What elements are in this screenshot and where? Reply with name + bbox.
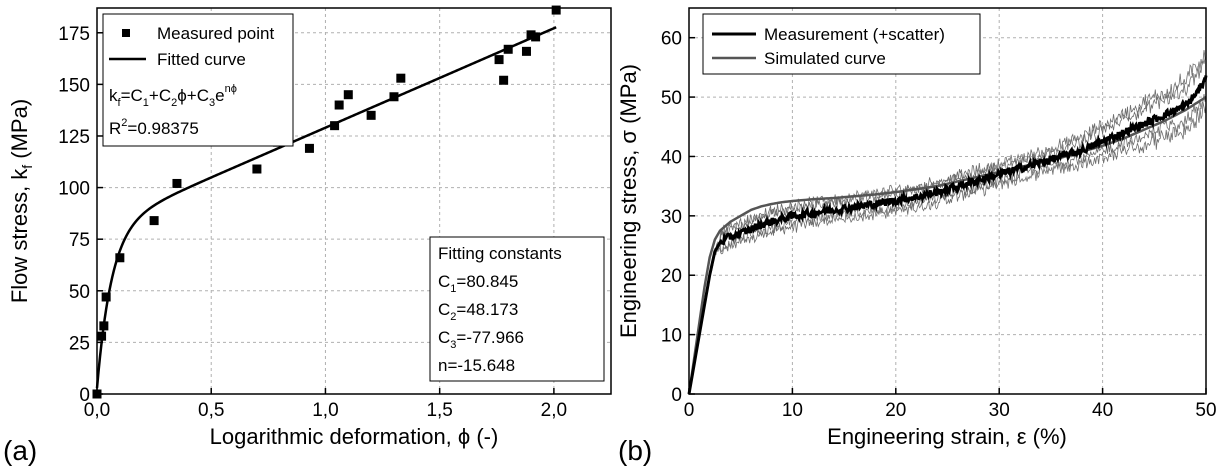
y-tick-label: 0: [671, 385, 682, 406]
chart-panel-b: 0 10 20 30 40 50 0 10 20 30 40 50 60 Measurement (+s…: [616, 7, 1217, 466]
y-axis-label-b: Engineering stress, σ (MPa): [616, 64, 641, 338]
panel-label-a: (a): [3, 435, 37, 466]
measured-point: [252, 164, 262, 174]
legend-marker-square: [122, 29, 130, 37]
measured-point: [343, 90, 353, 100]
y-tick-label: 75: [69, 230, 90, 251]
measured-point: [499, 75, 509, 85]
measured-point: [304, 143, 314, 153]
y-tick-label: 100: [58, 179, 90, 200]
measured-point: [334, 100, 344, 110]
x-axis-label-a: Logarithmic deformation, ϕ (-): [210, 424, 499, 449]
scatter-envelope-line: [688, 57, 1207, 393]
fitting-constants-box: Fitting constants C1=80.845 C2=48.173 C3…: [429, 236, 605, 382]
y-tick-label: 20: [661, 266, 682, 287]
x-tick-label: 1,0: [312, 400, 338, 421]
x-axis-label-b: Engineering strain, ε (%): [827, 424, 1067, 449]
fitting-constants-title: Fitting constants: [438, 244, 562, 263]
measured-point: [172, 178, 182, 188]
measured-point: [521, 46, 531, 56]
x-tick-label: 0: [684, 400, 695, 421]
scatter-envelope-line: [688, 102, 1207, 395]
y-tick-label: 60: [661, 29, 682, 50]
measured-point: [526, 30, 536, 40]
y-tick-label: 40: [661, 147, 682, 168]
y-tick-label: 30: [661, 207, 682, 228]
y-tick-label: 10: [661, 326, 682, 347]
y-tick-label: 125: [58, 127, 90, 148]
constant-c3: C3=-77.966: [438, 328, 524, 351]
simulated-curve-line: [687, 96, 1207, 395]
measured-point: [99, 321, 109, 331]
x-tick-label: 10: [782, 400, 803, 421]
y-tick-label: 50: [69, 282, 90, 303]
constant-c1: C1=80.845: [438, 272, 518, 295]
x-tick-label: 0,0: [84, 400, 110, 421]
measured-point: [396, 73, 406, 83]
measured-point: [115, 253, 125, 263]
y-tick-label: 25: [69, 333, 90, 354]
x-tick-label: 40: [1092, 400, 1113, 421]
y-axis-label-a: Flow stress, kf (MPa): [7, 99, 35, 303]
chart-panel-a: 0,0 0,5 1,0 1,5 2,0 0 25 50 75 100 125 150 175 Measu…: [3, 5, 612, 466]
measured-point: [551, 5, 561, 15]
ticks-b: 0 10 20 30 40 50 0 10 20 30 40 50 60: [661, 29, 1217, 421]
measured-point: [101, 292, 111, 302]
legend-b: Measurement (+scatter) Simulated curve: [702, 13, 981, 75]
plot-frame-a: [96, 7, 612, 395]
constant-n: n=-15.648: [438, 356, 515, 375]
measured-point: [494, 55, 504, 65]
measured-point: [503, 44, 513, 54]
ticks-a: 0,0 0,5 1,0 1,5 2,0 0 25 50 75 100 125 150 175: [58, 24, 567, 421]
x-tick-label: 20: [885, 400, 906, 421]
r-squared: R2=0.98375: [109, 117, 199, 138]
legend-label-measured: Measured point: [157, 24, 274, 43]
legend-label-fitted: Fitted curve: [157, 50, 246, 69]
measured-point: [97, 331, 107, 341]
y-tick-label: 50: [661, 88, 682, 109]
legend-label-measurement: Measurement (+scatter): [764, 25, 945, 44]
y-tick-label: 175: [58, 24, 90, 45]
y-tick-label: 150: [58, 75, 90, 96]
measured-point: [330, 121, 340, 131]
measured-point: [366, 110, 376, 120]
measured-point: [389, 92, 399, 102]
measured-point: [149, 216, 159, 226]
measurement-curve-line: [687, 75, 1208, 395]
legend-a: Measured point Fitted curve kf=C1+C2ϕ+C3…: [102, 13, 294, 147]
x-tick-label: 2,0: [541, 400, 567, 421]
x-tick-label: 30: [989, 400, 1010, 421]
legend-label-simulated: Simulated curve: [764, 49, 886, 68]
fit-equation: kf=C1+C2ϕ+C3enϕ: [109, 83, 237, 109]
x-tick-label: 1,5: [426, 400, 452, 421]
fitted-curve-line: [95, 26, 557, 389]
panel-label-b: (b): [618, 435, 652, 466]
constant-c2: C2=48.173: [438, 300, 518, 323]
measured-point: [531, 32, 541, 42]
x-tick-label: 0,5: [198, 400, 224, 421]
y-tick-label: 0: [79, 385, 90, 406]
measured-points: [92, 5, 561, 399]
plot-frame-b: [688, 7, 1207, 395]
scatter-envelope-line: [688, 93, 1207, 395]
x-tick-label: 50: [1195, 400, 1216, 421]
